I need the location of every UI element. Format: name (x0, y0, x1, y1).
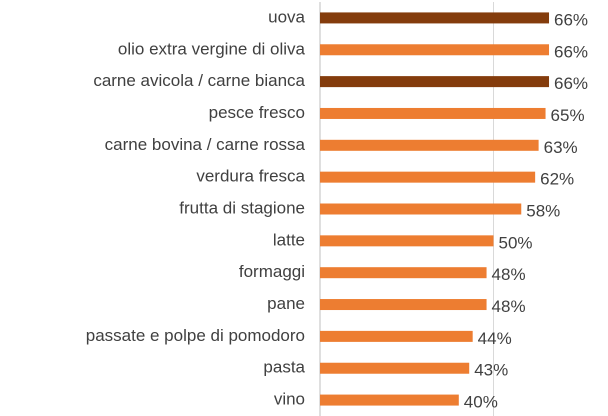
bar (320, 76, 550, 88)
category-label: verdura fresca (196, 167, 305, 186)
bar (320, 299, 487, 311)
category-label: olio extra vergine di oliva (118, 39, 306, 58)
category-label: carne bovina / carne rossa (105, 135, 306, 154)
bar (320, 267, 487, 279)
category-label: uova (268, 7, 305, 26)
category-label: carne avicola / carne bianca (93, 71, 305, 90)
value-label: 44% (478, 329, 512, 348)
bar (320, 235, 494, 247)
value-label: 66% (554, 10, 588, 29)
value-label: 63% (544, 138, 578, 157)
bar (320, 362, 470, 374)
bar (320, 12, 550, 24)
value-label: 65% (551, 106, 585, 125)
value-label: 43% (474, 361, 508, 380)
bar (320, 171, 536, 183)
category-label: pesce fresco (209, 103, 305, 122)
value-label: 48% (492, 265, 526, 284)
value-label: 50% (499, 233, 533, 252)
category-label: formaggi (239, 262, 305, 281)
category-label: pasta (263, 358, 305, 377)
value-label: 66% (554, 74, 588, 93)
category-label: pane (267, 294, 305, 313)
value-label: 48% (492, 297, 526, 316)
bar (320, 44, 550, 56)
bar (320, 330, 473, 342)
category-label: latte (273, 230, 305, 249)
bar (320, 139, 539, 151)
value-label: 62% (540, 170, 574, 189)
bar (320, 107, 546, 119)
bar (320, 203, 522, 215)
category-label: frutta di stagione (179, 198, 305, 217)
category-label: vino (274, 390, 305, 409)
value-label: 66% (554, 42, 588, 61)
value-label: 58% (526, 201, 560, 220)
value-label: 40% (464, 393, 498, 412)
category-label: passate e polpe di pomodoro (86, 326, 305, 345)
bar (320, 394, 459, 406)
